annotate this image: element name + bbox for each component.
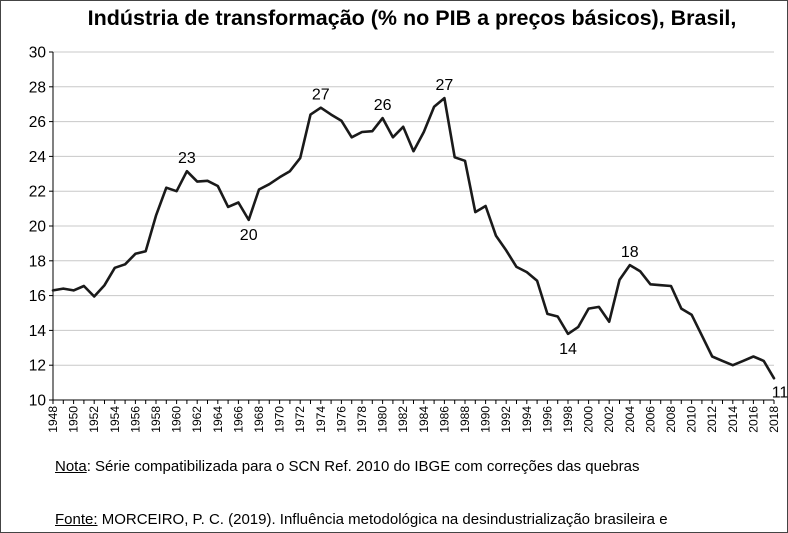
note-label: Nota — [55, 458, 87, 475]
x-tick-label: 1994 — [520, 406, 534, 433]
y-tick-label: 20 — [29, 219, 47, 236]
note-text: : Série compatibilizada para o SCN Ref. … — [86, 458, 640, 475]
x-tick-label: 2000 — [582, 406, 596, 433]
x-tick-label: 1972 — [293, 406, 307, 433]
y-tick-labels: 10 12 14 16 18 20 22 24 26 28 30 — [29, 45, 47, 410]
y-tick-label: 24 — [29, 149, 47, 166]
y-tick-label: 22 — [29, 184, 46, 201]
x-tick-label: 1982 — [396, 406, 410, 433]
x-tick-label: 1992 — [499, 406, 513, 433]
series-line — [51, 96, 776, 380]
data-label: 11 — [772, 384, 788, 401]
x-tick-label: 1996 — [540, 406, 554, 433]
data-label: 14 — [559, 341, 577, 358]
series-group — [51, 96, 776, 380]
x-tick-label: 1954 — [108, 406, 122, 433]
x-tick-label: 1986 — [437, 406, 451, 433]
x-tick-label: 2002 — [602, 406, 616, 433]
x-tick-label: 1948 — [46, 406, 60, 433]
x-tick-label: 2006 — [643, 406, 657, 433]
x-tick-label: 1966 — [231, 406, 245, 433]
x-tick-label: 1962 — [190, 406, 204, 433]
x-tick-label: 1970 — [273, 406, 287, 433]
y-tick-label: 18 — [29, 253, 46, 270]
x-tick-label: 1980 — [376, 406, 390, 433]
source-text: MORCEIRO, P. C. (2019). Influência metod… — [97, 511, 668, 528]
x-tick-label: 2012 — [705, 406, 719, 433]
x-tick-label: 1958 — [149, 406, 163, 433]
x-tick-label: 1952 — [87, 406, 101, 433]
x-tick-label: 1988 — [458, 406, 472, 433]
x-tick-label: 2018 — [767, 406, 781, 433]
x-tick-label: 1950 — [67, 406, 81, 433]
data-label: 18 — [621, 244, 639, 261]
y-tick-label: 26 — [29, 114, 46, 131]
chart-note: Nota: Série compatibilizada para o SCN R… — [55, 458, 639, 475]
x-tick-label: 1956 — [128, 406, 142, 433]
chart-title: Indústria de transformação (% no PIB a p… — [0, 6, 788, 31]
y-tick-label: 28 — [29, 79, 46, 96]
x-tick-label: 1998 — [561, 406, 575, 433]
data-label: 27 — [312, 87, 330, 104]
y-tick-label: 14 — [29, 323, 47, 340]
chart-source: Fonte: MORCEIRO, P. C. (2019). Influênci… — [55, 511, 668, 528]
x-tick-label: 2004 — [623, 406, 637, 433]
y-tick-label: 16 — [29, 288, 46, 305]
y-tick-label: 12 — [29, 358, 46, 375]
axes — [49, 51, 775, 404]
data-label: 20 — [240, 227, 258, 244]
data-label: 26 — [374, 97, 392, 114]
x-tick-label: 1978 — [355, 406, 369, 433]
x-tick-label: 1974 — [314, 406, 328, 433]
data-label: 23 — [178, 150, 196, 167]
x-tick-label: 2014 — [726, 406, 740, 433]
x-tick-labels: 1948 1950 1952 1954 1956 1958 1960 1962 1964 1966… — [46, 406, 781, 433]
data-label: 27 — [436, 77, 454, 94]
data-labels: 23 20 27 26 27 14 18 11 — [178, 77, 788, 401]
x-tick-label: 1960 — [170, 406, 184, 433]
y-tick-label: 30 — [29, 45, 47, 62]
x-tick-label: 2008 — [664, 406, 678, 433]
grid-lines — [53, 51, 774, 401]
x-tick-label: 1968 — [252, 406, 266, 433]
chart-title-text: Indústria de transformação (% no PIB a p… — [87, 6, 737, 30]
source-label: Fonte: — [55, 511, 98, 528]
y-tick-label: 10 — [29, 393, 47, 410]
x-tick-label: 1990 — [479, 406, 493, 433]
x-tick-label: 2010 — [685, 406, 699, 433]
x-tick-label: 1984 — [417, 406, 431, 433]
x-tick-label: 2016 — [746, 406, 760, 433]
x-tick-label: 1976 — [334, 406, 348, 433]
x-tick-label: 1964 — [211, 406, 225, 433]
